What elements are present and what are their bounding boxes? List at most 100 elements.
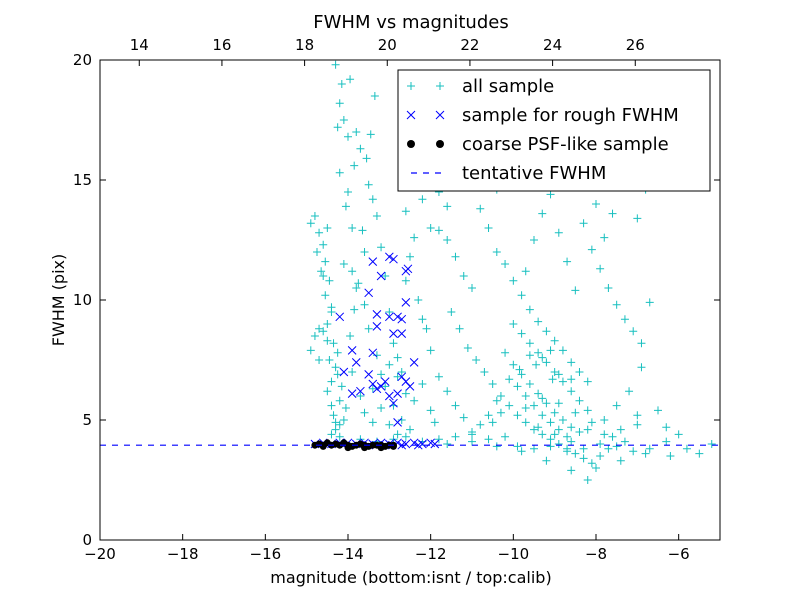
sample-point — [372, 351, 381, 360]
sample-point — [385, 308, 394, 316]
sample-point — [517, 370, 526, 379]
sample-point — [451, 432, 460, 441]
sample-point — [554, 370, 563, 379]
legend-box — [397, 69, 711, 192]
sample-point — [517, 329, 526, 338]
sample-point — [337, 80, 346, 88]
sample-point — [337, 382, 346, 391]
sample-point — [612, 401, 621, 410]
sample-point — [600, 233, 609, 242]
sample-point — [372, 212, 381, 220]
sample-point — [509, 320, 518, 328]
legend-marker — [406, 110, 416, 120]
sample-point — [366, 130, 375, 139]
sample-point — [596, 264, 605, 273]
sample-point — [327, 401, 336, 410]
sample-point — [368, 384, 377, 393]
sample-point — [339, 416, 348, 424]
top-tick-label: 16 — [212, 36, 231, 54]
sample-point — [554, 228, 563, 237]
sample-point — [484, 224, 493, 232]
sample-point — [329, 411, 338, 420]
sample-point — [319, 327, 328, 336]
psf-point — [389, 442, 397, 450]
top-tick-label: 24 — [543, 36, 562, 54]
sample-point — [358, 226, 367, 235]
sample-point — [616, 456, 625, 465]
sample-point — [418, 380, 427, 388]
sample-point — [579, 444, 588, 453]
sample-point — [587, 245, 596, 254]
sample-point — [513, 442, 522, 451]
x-tick-label: −10 — [498, 545, 530, 563]
x-axis-title: magnitude (bottom:isnt / top:calib) — [270, 568, 551, 587]
sample-point — [360, 248, 369, 256]
sample-point — [596, 440, 605, 448]
sample-point — [418, 315, 427, 324]
sample-point — [488, 418, 497, 427]
sample-point — [377, 370, 386, 379]
rough-point — [384, 252, 394, 262]
sample-point — [546, 435, 555, 444]
sample-point — [426, 224, 435, 232]
sample-point — [633, 411, 642, 420]
sample-point — [695, 449, 704, 458]
sample-point — [587, 418, 596, 427]
rough-point — [347, 346, 357, 355]
sample-point — [356, 392, 365, 400]
rough-point — [393, 389, 402, 398]
sample-point — [637, 363, 646, 372]
sample-point — [443, 440, 452, 448]
sample-point — [558, 346, 567, 355]
x-tick-label: −16 — [250, 545, 282, 563]
rough-point — [405, 382, 415, 391]
sample-point — [393, 353, 402, 362]
sample-point — [496, 408, 505, 417]
sample-point — [331, 60, 340, 69]
sample-point — [505, 375, 514, 384]
sample-point — [323, 224, 332, 232]
sample-point — [542, 399, 551, 408]
sample-point — [443, 202, 452, 211]
sample-point — [329, 339, 338, 348]
sample-point — [410, 396, 419, 405]
sample-point — [501, 348, 510, 357]
sample-point — [468, 284, 476, 292]
sample-point — [674, 430, 683, 439]
sample-point — [509, 360, 518, 369]
sample-point — [406, 425, 414, 434]
x-tick-label: −18 — [167, 545, 199, 563]
sample-point — [315, 228, 324, 237]
sample-point — [346, 75, 355, 84]
rough-point — [364, 370, 374, 379]
y-tick-label: 10 — [73, 291, 92, 309]
sample-point — [401, 207, 410, 216]
sample-point — [418, 195, 427, 204]
sample-point — [575, 396, 584, 405]
rough-point — [380, 377, 390, 386]
sample-point — [538, 430, 547, 439]
top-tick-label: 20 — [378, 36, 397, 54]
sample-point — [410, 233, 419, 242]
psf-point — [340, 439, 348, 447]
sample-point — [451, 401, 460, 410]
rough-point — [389, 398, 398, 408]
sample-point — [341, 404, 350, 412]
legend-marker — [407, 140, 415, 148]
sample-point — [323, 336, 332, 345]
rough-point — [351, 358, 361, 367]
sample-point — [513, 382, 522, 391]
sample-point — [608, 209, 617, 218]
sample-point — [641, 449, 650, 458]
y-tick-label: 0 — [82, 531, 92, 549]
sample-point — [666, 452, 675, 460]
sample-point — [525, 351, 534, 360]
sample-point — [525, 305, 534, 314]
sample-point — [327, 430, 336, 439]
rough-point — [430, 439, 440, 449]
sample-point — [335, 396, 344, 405]
sample-point — [637, 339, 646, 348]
chart-title: FWHM vs magnitudes — [313, 12, 508, 33]
sample-point — [567, 423, 576, 432]
sample-point — [393, 372, 402, 381]
